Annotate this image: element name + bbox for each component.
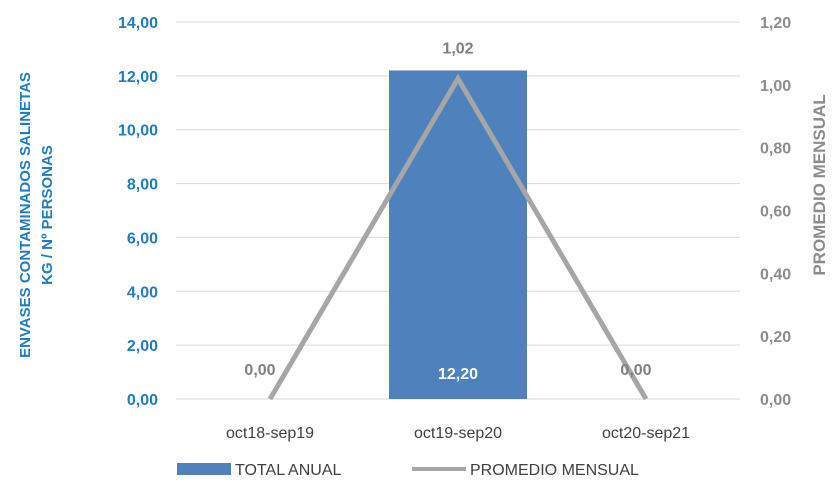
right-axis-tick-label: 0,00: [760, 392, 791, 409]
series-line: [267, 73, 649, 401]
legend-label-line: PROMEDIO MENSUAL: [470, 462, 639, 479]
left-axis-tick-label: 4,00: [127, 284, 158, 301]
right-axis-tick-label: 0,20: [760, 329, 791, 346]
left-axis-tick-label: 0,00: [127, 392, 158, 409]
category-label: oct18-sep19: [226, 425, 314, 442]
left-axis-tick-label: 14,00: [118, 15, 158, 32]
line-data-label: 1,02: [442, 41, 473, 58]
left-axis-tick-label: 8,00: [127, 177, 158, 194]
right-axis-tick-label: 0,60: [760, 204, 791, 221]
left-axis-tick-label: 10,00: [118, 123, 158, 140]
right-axis-tick-label: 0,80: [760, 141, 791, 158]
left-axis-tick-label: 2,00: [127, 338, 158, 355]
bar-data-label: 0,00: [620, 362, 651, 379]
legend-swatch-bar: [177, 463, 231, 475]
line-series: [267, 73, 649, 401]
right-axis-tick-label: 1,20: [760, 15, 791, 32]
bar-series: [389, 70, 527, 399]
bar-data-label: 0,00: [244, 362, 275, 379]
bar: [389, 70, 527, 399]
left-axis-ticks: 0,00 2,00 4,00 6,00 8,00 10,00 12,00 14,00: [118, 15, 158, 409]
left-axis-tick-label: 6,00: [127, 230, 158, 247]
right-axis-ticks: 0,00 0,20 0,40 0,60 0,80 1,00 1,20: [760, 15, 791, 409]
category-label: oct20-sep21: [602, 425, 690, 442]
left-axis-label-units: KG / Nº PERSONAS: [39, 145, 56, 285]
right-axis-tick-label: 0,40: [760, 266, 791, 283]
category-label: oct19-sep20: [414, 425, 502, 442]
right-axis-tick-label: 1,00: [760, 78, 791, 95]
legend: TOTAL ANUAL PROMEDIO MENSUAL: [177, 462, 639, 479]
data-labels: 0,00 12,20 0,00 1,02: [244, 41, 651, 383]
right-axis-label: PROMEDIO MENSUAL: [810, 94, 829, 275]
bar-data-label: 12,20: [438, 366, 478, 383]
left-axis-tick-label: 12,00: [118, 69, 158, 86]
left-axis-label: ENVASES CONTAMINADOS SALINETAS: [17, 72, 34, 358]
category-axis: oct18-sep19 oct19-sep20 oct20-sep21: [226, 425, 690, 442]
legend-label-bar: TOTAL ANUAL: [235, 462, 342, 479]
